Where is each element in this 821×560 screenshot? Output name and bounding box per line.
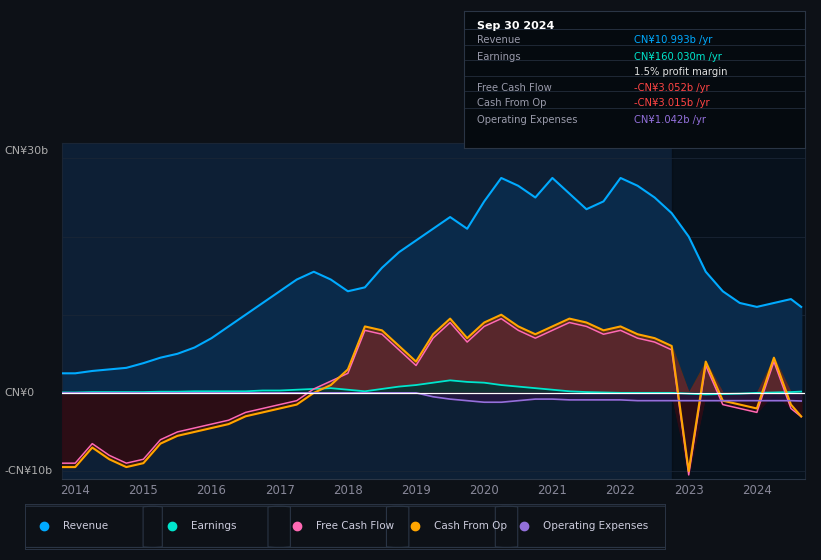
Text: Free Cash Flow: Free Cash Flow [478,82,553,92]
Text: Cash From Op: Cash From Op [478,99,547,108]
Text: Operating Expenses: Operating Expenses [544,521,649,531]
Text: Earnings: Earnings [478,53,521,62]
Text: CN¥0: CN¥0 [4,388,34,398]
Text: -CN¥10b: -CN¥10b [4,466,53,476]
Text: Sep 30 2024: Sep 30 2024 [478,21,555,31]
Text: CN¥30b: CN¥30b [4,146,48,156]
Text: Cash From Op: Cash From Op [434,521,507,531]
Text: Operating Expenses: Operating Expenses [478,115,578,125]
Text: CN¥160.030m /yr: CN¥160.030m /yr [635,53,722,62]
Text: -CN¥3.052b /yr: -CN¥3.052b /yr [635,82,710,92]
Text: Earnings: Earnings [191,521,236,531]
Text: Revenue: Revenue [478,35,521,45]
Text: Revenue: Revenue [63,521,108,531]
Bar [672,143,805,479]
Text: CN¥10.993b /yr: CN¥10.993b /yr [635,35,713,45]
Text: 1.5% profit margin: 1.5% profit margin [635,67,727,77]
Text: -CN¥3.015b /yr: -CN¥3.015b /yr [635,99,710,108]
Text: Free Cash Flow: Free Cash Flow [316,521,394,531]
Text: CN¥1.042b /yr: CN¥1.042b /yr [635,115,706,125]
